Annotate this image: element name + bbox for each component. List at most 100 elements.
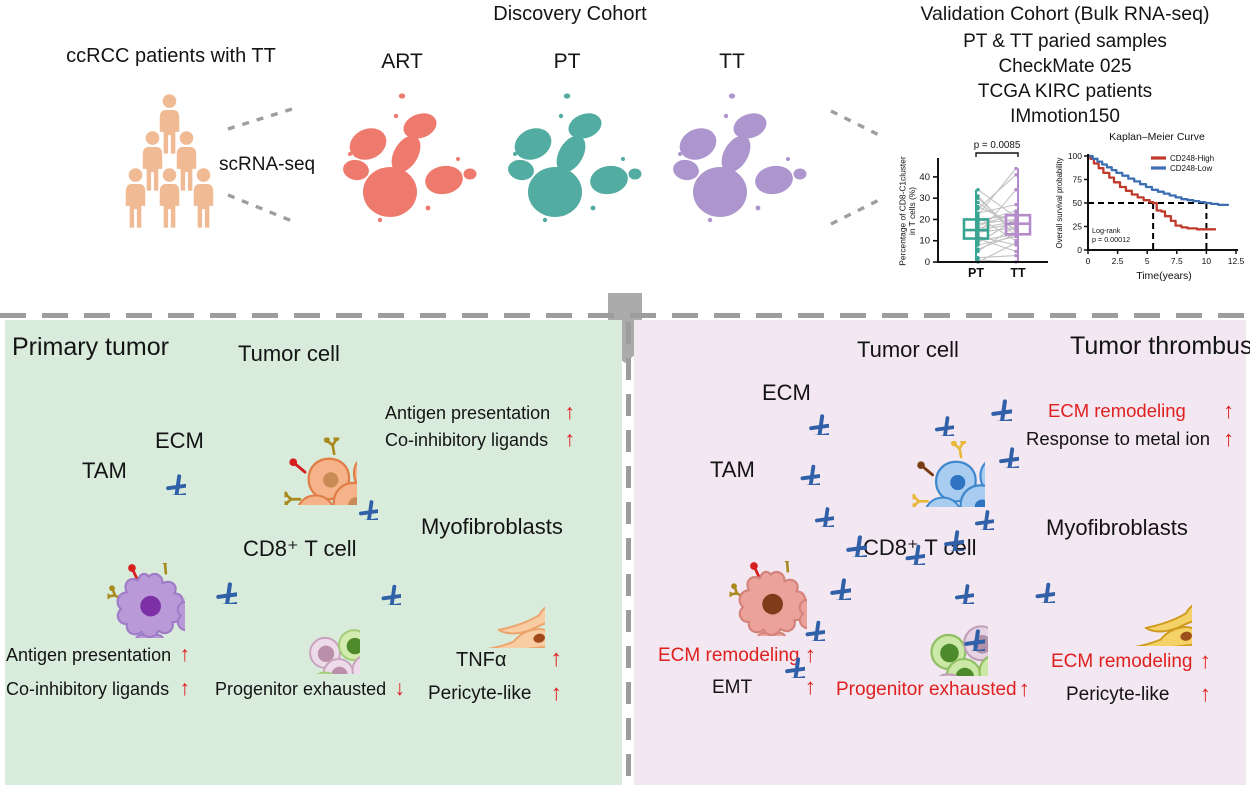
svg-text:40: 40: [919, 172, 930, 183]
annotation-antigen-presentation-tumor: Antigen presentation ↑: [385, 401, 575, 423]
ecm-matrix-icon: [964, 373, 1012, 421]
vertical-dashed-divider: [626, 322, 631, 785]
patients-pyramid-icon: [125, 94, 214, 228]
ecm-matrix-icon: [189, 556, 237, 604]
ecm-matrix-icon: [783, 389, 829, 435]
ecm-matrix-icon: [973, 422, 1019, 468]
umap-plot-tt: [660, 82, 810, 242]
svg-text:PT: PT: [968, 266, 984, 280]
panel-tumor-thrombus: [634, 320, 1246, 785]
annotation-text: Co-inhibitory ligands: [6, 678, 170, 699]
myofibroblasts-label-right: Myofibroblasts: [1046, 515, 1188, 540]
svg-text:25: 25: [1073, 222, 1083, 232]
svg-text:2.5: 2.5: [1112, 256, 1124, 266]
validation-line-tcga: TCGA KIRC patients: [977, 81, 1153, 102]
svg-text:p = 0.00012: p = 0.00012: [1092, 235, 1130, 244]
svg-text:12.5: 12.5: [1228, 256, 1245, 266]
up-arrow-icon: ↑: [804, 642, 816, 667]
svg-text:75: 75: [1073, 175, 1083, 185]
annotation-progenitor-exhausted-right: Progenitor exhausted ↑: [836, 677, 1030, 700]
svg-text:5: 5: [1145, 256, 1150, 266]
connector-dash-left-bottom: [227, 193, 293, 223]
svg-text:10: 10: [919, 236, 930, 247]
annotation-progenitor-exhausted-left: Progenitor exhausted ↓: [215, 676, 405, 700]
scrna-seq-label: scRNA-seq: [219, 154, 316, 175]
discovery-cohort-title: Discovery Cohort: [493, 3, 647, 25]
umap-plot-pt: [495, 82, 645, 242]
annotation-pericyte-like-right: Pericyte-like ↑: [1066, 681, 1211, 706]
svg-text:0: 0: [925, 257, 930, 268]
annotation-coinhibitory-tumor: Co-inhibitory ligands ↑: [385, 427, 575, 451]
up-arrow-icon: ↑: [804, 674, 816, 699]
svg-text:Kaplan–Meier Curve: Kaplan–Meier Curve: [1109, 131, 1205, 143]
myofibroblasts-label-left: Myofibroblasts: [421, 514, 563, 539]
ecm-matrix-icon: [1010, 558, 1055, 603]
svg-text:p = 0.0085: p = 0.0085: [974, 140, 1021, 151]
ecm-matrix-icon: [775, 440, 820, 485]
annotation-ecm-remodeling-tam: ECM remodeling ↑: [658, 642, 816, 667]
annotation-tnfa: TNFα ↑: [456, 646, 562, 672]
right-panel-title: Tumor thrombus: [1070, 332, 1250, 360]
annotation-ecm-remodeling-tumor: ECM remodeling ↑: [1048, 400, 1234, 422]
myofibroblast-cluster-left: [390, 548, 545, 648]
up-arrow-icon: ↑: [1199, 648, 1211, 673]
svg-text:CD248-High: CD248-High: [1170, 154, 1214, 163]
svg-text:0: 0: [1077, 245, 1082, 255]
connector-dash-right-top: [830, 109, 884, 139]
svg-text:100: 100: [1068, 151, 1082, 161]
svg-text:Time(years): Time(years): [1136, 270, 1192, 282]
ecm-matrix-icon: [759, 632, 805, 678]
umap-plot-art: [330, 82, 480, 242]
annotation-text: Response to metal ion: [1026, 427, 1211, 449]
annotation-emt: EMT ↑: [712, 674, 816, 699]
ecm-matrix-icon: [950, 486, 994, 530]
annotation-text: Progenitor exhausted: [215, 678, 387, 699]
annotation-text: Pericyte-like: [1066, 683, 1170, 705]
left-panel-title: Primary tumor: [12, 333, 169, 361]
annotation-text: Progenitor exhausted: [836, 678, 1017, 700]
svg-text:50: 50: [1073, 198, 1083, 208]
ecm-label-right: ECM: [762, 380, 811, 405]
annotation-antigen-presentation-tam: Antigen presentation ↑: [6, 642, 190, 666]
annotation-text: Antigen presentation: [6, 644, 172, 665]
cd8-tcell-cluster-left: [240, 570, 360, 674]
ecm-matrix-icon: [937, 603, 985, 651]
up-arrow-icon: ↑: [179, 676, 190, 700]
tam-cluster-left: [30, 488, 185, 638]
annotation-text: EMT: [712, 676, 753, 698]
up-arrow-icon: ↑: [564, 427, 575, 451]
annotation-coinhibitory-tam: Co-inhibitory ligands ↑: [6, 676, 190, 700]
tam-label-right: TAM: [710, 457, 755, 482]
tam-label-left: TAM: [82, 458, 127, 483]
annotation-ecm-remodeling-myofib: ECM remodeling ↑: [1051, 648, 1211, 673]
connector-dash-right-bottom: [830, 196, 884, 226]
tumor-cell-label-right: Tumor cell: [857, 337, 959, 362]
svg-text:0: 0: [1086, 256, 1091, 266]
umap-group-label-art: ART: [381, 50, 423, 73]
umap-group-label-tt: TT: [719, 50, 745, 73]
up-arrow-icon: ↑: [550, 646, 562, 672]
umap-group-label-pt: PT: [553, 50, 581, 73]
up-arrow-icon: ↑: [550, 680, 562, 705]
ecm-matrix-icon: [334, 476, 378, 520]
annotation-pericyte-like-left: Pericyte-like ↑: [428, 680, 562, 705]
cd8c1-boxplot: 0 10 20 30 40 PT TT p = 0.0085 Percentage of CD8…: [898, 140, 1048, 280]
up-arrow-icon: ↑: [1223, 398, 1234, 423]
up-arrow-icon: ↑: [179, 642, 190, 666]
up-arrow-icon: ↑: [1223, 426, 1234, 451]
svg-text:20: 20: [919, 214, 930, 225]
ecm-label-left: ECM: [155, 428, 204, 453]
annotation-text: ECM remodeling: [658, 644, 800, 666]
down-arrow-icon: ↓: [394, 676, 405, 700]
svg-text:TT: TT: [1010, 266, 1026, 280]
svg-text:30: 30: [919, 193, 930, 204]
annotation-text: ECM remodeling: [1048, 399, 1186, 421]
ecm-matrix-icon: [930, 560, 974, 604]
up-arrow-icon: ↑: [1199, 681, 1211, 706]
ecm-matrix-icon: [819, 509, 867, 557]
annotation-text: Co-inhibitory ligands: [385, 429, 549, 450]
horizontal-dashed-separator: [0, 313, 1250, 318]
tumor-cell-label-left: Tumor cell: [238, 341, 340, 366]
panel-primary-tumor: [5, 320, 622, 785]
